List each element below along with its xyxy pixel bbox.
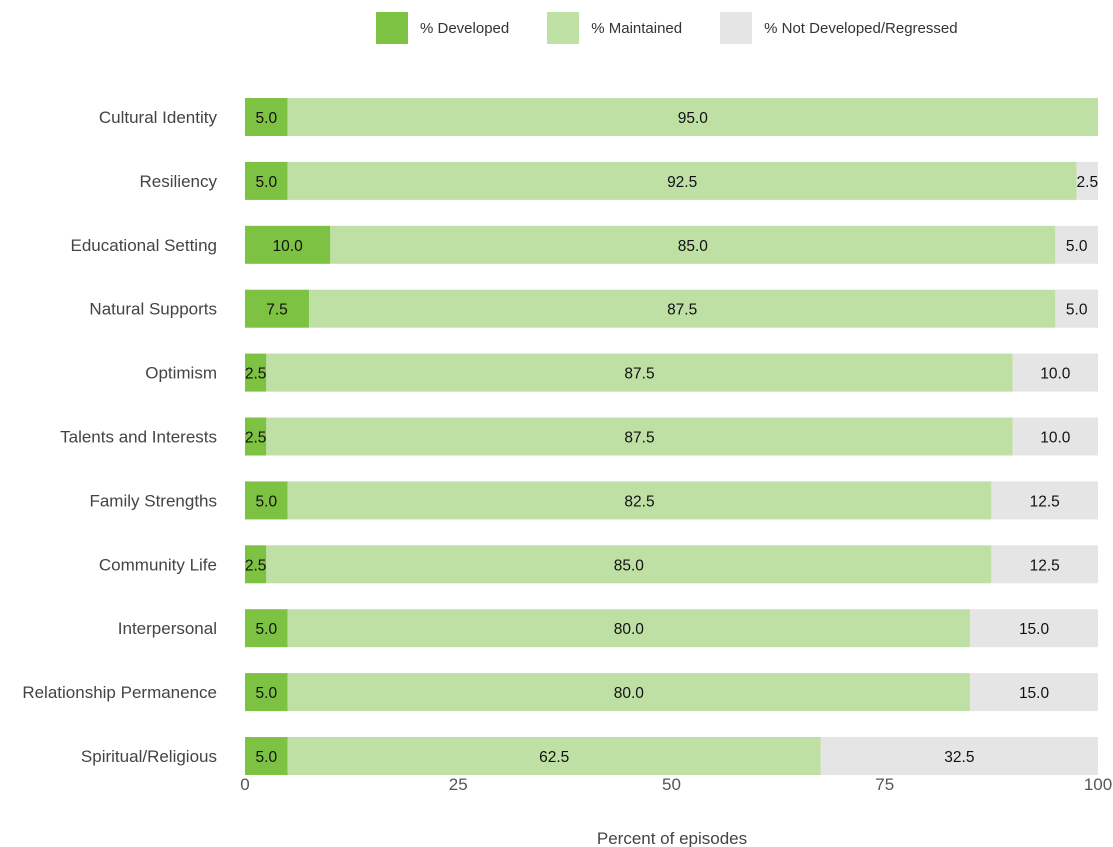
data-label-resiliency-developed: 5.0: [256, 174, 278, 191]
legend-item-not-developed: % Not Developed/Regressed: [720, 12, 958, 44]
category-label-educational-setting: Educational Setting: [71, 236, 218, 255]
bar-community-life-developed: [245, 545, 267, 584]
bar-natural-supports-maintained: [308, 289, 1056, 328]
bar-interpersonal-not-developed-regressed: [970, 609, 1098, 648]
bar-resiliency-not-developed-regressed: [1076, 161, 1098, 200]
bar-educational-setting-not-developed-regressed: [1055, 225, 1098, 264]
category-label-resiliency: Resiliency: [140, 172, 218, 191]
data-label-interpersonal-not-developed-regressed: 15.0: [1019, 621, 1050, 638]
x-tick-label-75: 75: [875, 775, 894, 794]
data-label-resiliency-not-developed-regressed: 2.5: [1077, 174, 1099, 191]
bar-optimism-not-developed-regressed: [1012, 353, 1098, 392]
bar-natural-supports-not-developed-regressed: [1055, 289, 1098, 328]
x-axis-title: Percent of episodes: [597, 829, 747, 847]
bar-educational-setting-maintained: [330, 225, 1056, 264]
data-label-family-strengths-maintained: 82.5: [624, 493, 654, 510]
bar-resiliency-maintained: [287, 161, 1077, 200]
data-label-cultural-identity-maintained: 95.0: [678, 110, 709, 127]
data-label-optimism-maintained: 87.5: [624, 366, 654, 383]
legend-item-maintained: % Maintained: [547, 12, 682, 44]
bar-spiritual-religious-developed: [245, 737, 288, 775]
category-label-interpersonal: Interpersonal: [118, 619, 217, 638]
data-label-community-life-developed: 2.5: [245, 557, 267, 574]
data-label-spiritual-religious-developed: 5.0: [256, 749, 278, 766]
x-tick-label-50: 50: [662, 775, 681, 794]
bar-relationship-permanence-maintained: [287, 673, 971, 712]
bar-educational-setting-developed: [245, 225, 331, 264]
bar-interpersonal-developed: [245, 609, 288, 648]
bar-natural-supports-developed: [245, 289, 309, 328]
bar-resiliency-developed: [245, 161, 288, 200]
data-label-educational-setting-developed: 10.0: [273, 238, 304, 255]
data-label-optimism-not-developed-regressed: 10.0: [1040, 366, 1071, 383]
data-label-community-life-not-developed-regressed: 12.5: [1030, 557, 1060, 574]
data-label-talents-and-interests-maintained: 87.5: [624, 430, 654, 447]
bar-relationship-permanence-developed: [245, 673, 288, 712]
data-label-relationship-permanence-maintained: 80.0: [614, 685, 645, 702]
category-label-family-strengths: Family Strengths: [89, 491, 217, 510]
category-label-relationship-permanence: Relationship Permanence: [22, 683, 217, 702]
bar-optimism-maintained: [266, 353, 1013, 392]
data-label-natural-supports-not-developed-regressed: 5.0: [1066, 302, 1088, 319]
data-label-community-life-maintained: 85.0: [614, 557, 645, 574]
bar-relationship-permanence-not-developed-regressed: [970, 673, 1098, 712]
x-tick-label-25: 25: [449, 775, 468, 794]
bar-talents-and-interests-maintained: [266, 417, 1013, 456]
data-label-relationship-permanence-developed: 5.0: [256, 685, 278, 702]
bar-talents-and-interests-not-developed-regressed: [1012, 417, 1098, 456]
bar-talents-and-interests-developed: [245, 417, 267, 456]
category-label-cultural-identity: Cultural Identity: [99, 108, 218, 127]
category-label-optimism: Optimism: [145, 364, 217, 383]
data-label-interpersonal-maintained: 80.0: [614, 621, 645, 638]
legend-swatch-developed: [376, 12, 408, 44]
legend-swatch-not-developed: [720, 12, 753, 44]
bar-cultural-identity-maintained: [287, 98, 1098, 136]
data-label-educational-setting-maintained: 85.0: [678, 238, 709, 255]
data-label-cultural-identity-developed: 5.0: [256, 110, 278, 127]
bar-family-strengths-developed: [245, 481, 288, 520]
x-tick-label-0: 0: [240, 775, 249, 794]
data-label-educational-setting-not-developed-regressed: 5.0: [1066, 238, 1088, 255]
category-label-spiritual-religious: Spiritual/Religious: [81, 747, 217, 766]
data-label-interpersonal-developed: 5.0: [256, 621, 278, 638]
data-label-relationship-permanence-not-developed-regressed: 15.0: [1019, 685, 1050, 702]
bar-community-life-maintained: [266, 545, 992, 584]
bar-family-strengths-not-developed-regressed: [991, 481, 1098, 520]
bar-family-strengths-maintained: [287, 481, 992, 520]
category-label-natural-supports: Natural Supports: [89, 300, 217, 319]
legend-item-developed: % Developed: [376, 12, 509, 44]
data-label-family-strengths-not-developed-regressed: 12.5: [1030, 493, 1060, 510]
data-label-resiliency-maintained: 92.5: [667, 174, 697, 191]
x-tick-label-100: 100: [1084, 775, 1112, 794]
bar-optimism-developed: [245, 353, 267, 392]
category-label-community-life: Community Life: [99, 555, 217, 574]
legend-label-maintained: % Maintained: [591, 19, 683, 37]
bar-community-life-not-developed-regressed: [991, 545, 1098, 584]
legend-swatch-maintained: [547, 12, 580, 44]
data-label-spiritual-religious-maintained: 62.5: [539, 749, 569, 766]
category-label-talents-and-interests: Talents and Interests: [60, 428, 217, 447]
data-label-optimism-developed: 2.5: [245, 366, 267, 383]
legend-label-not-developed: % Not Developed/Regressed: [764, 19, 958, 37]
data-label-talents-and-interests-not-developed-regressed: 10.0: [1040, 430, 1071, 447]
bar-spiritual-religious-maintained: [287, 737, 821, 775]
legend-label-developed: % Developed: [420, 19, 510, 37]
data-label-natural-supports-developed: 7.5: [266, 302, 288, 319]
bar-spiritual-religious-not-developed-regressed: [820, 737, 1098, 775]
data-label-talents-and-interests-developed: 2.5: [245, 430, 267, 447]
data-label-spiritual-religious-not-developed-regressed: 32.5: [944, 749, 974, 766]
bar-interpersonal-maintained: [287, 609, 971, 648]
chart-legend: % Developed % Maintained % Not Developed…: [376, 12, 996, 44]
data-label-family-strengths-developed: 5.0: [256, 493, 278, 510]
data-label-natural-supports-maintained: 87.5: [667, 302, 697, 319]
bar-cultural-identity-developed: [245, 98, 288, 136]
